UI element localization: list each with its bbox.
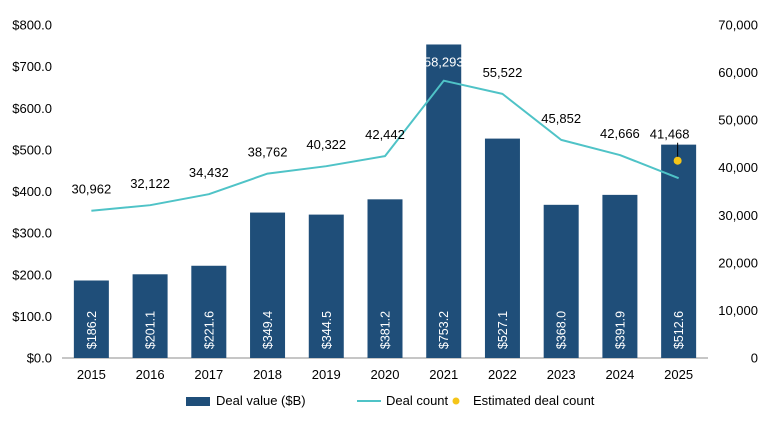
y-left-tick-label: $700.0 xyxy=(12,59,52,74)
legend-swatch-estimated-deal-count xyxy=(452,397,460,405)
x-tick-label: 2019 xyxy=(312,367,341,382)
y-right-tick-label: 10,000 xyxy=(718,303,758,318)
legend-label-deal-value: Deal value ($B) xyxy=(216,393,306,408)
y-left-tick-label: $300.0 xyxy=(12,226,52,241)
deal-count-label: 42,666 xyxy=(600,126,640,141)
x-tick-label: 2024 xyxy=(605,367,634,382)
y-right-tick-label: 20,000 xyxy=(718,255,758,270)
bar xyxy=(73,280,109,358)
y-left-tick-label: $500.0 xyxy=(12,142,52,157)
bar-value-label: $201.1 xyxy=(144,311,158,349)
deal-count-label: 41,468 xyxy=(650,127,690,142)
bar-value-label: $344.5 xyxy=(320,311,334,349)
deal-count-label: 58,293 xyxy=(424,55,464,70)
bar xyxy=(602,194,638,358)
bar-value-label: $186.2 xyxy=(85,311,99,349)
deal-count-label: 42,442 xyxy=(365,127,405,142)
estimated-deal-count-point xyxy=(673,156,682,165)
bar xyxy=(661,144,697,358)
legend-label-estimated-deal-count: Estimated deal count xyxy=(473,393,595,408)
deal-count-label: 30,962 xyxy=(71,182,111,197)
deal-count-label: 34,432 xyxy=(189,165,229,180)
bar-value-label: $381.2 xyxy=(379,311,393,349)
y-right-tick-label: 40,000 xyxy=(718,160,758,175)
x-tick-label: 2020 xyxy=(371,367,400,382)
bar xyxy=(308,214,344,358)
deal-count-label: 38,762 xyxy=(248,145,288,160)
y-right-tick-label: 30,000 xyxy=(718,208,758,223)
bar xyxy=(250,212,286,358)
deal-count-line xyxy=(91,79,680,212)
axes: $0.0 $100.0 $200.0 $300.0 $400.0 $500.0 $600.0… xyxy=(12,18,758,383)
deal-count-label: 40,322 xyxy=(306,137,346,152)
x-tick-label: 2022 xyxy=(488,367,517,382)
x-tick-label: 2023 xyxy=(547,367,576,382)
y-left-tick-label: $600.0 xyxy=(12,101,52,116)
y-left-tick-label: $0.0 xyxy=(27,351,52,366)
y-right-tick-label: 50,000 xyxy=(718,113,758,128)
bar xyxy=(132,274,168,358)
bar-value-label: $368.0 xyxy=(555,311,569,349)
bar xyxy=(367,199,403,358)
deal-count-series: 30,962 32,122 34,432 38,762 40,322 42,442 58,2… xyxy=(71,55,690,212)
deal-count-label: 45,852 xyxy=(541,111,581,126)
y-left-tick-label: $100.0 xyxy=(12,309,52,324)
y-left-tick-label: $800.0 xyxy=(12,18,52,33)
bar-value-label: $391.9 xyxy=(613,311,627,349)
bar-value-label: $221.6 xyxy=(202,311,216,349)
legend-label-deal-count: Deal count xyxy=(386,393,449,408)
x-tick-label: 2015 xyxy=(77,367,106,382)
x-tick-label: 2018 xyxy=(253,367,282,382)
bar-value-label: $527.1 xyxy=(496,311,510,349)
bar xyxy=(543,204,579,358)
y-left-tick-label: $200.0 xyxy=(12,267,52,282)
x-tick-label: 2021 xyxy=(429,367,458,382)
y-right-tick-label: 0 xyxy=(751,351,758,366)
y-right-tick-label: 60,000 xyxy=(718,65,758,80)
legend-swatch-deal-value xyxy=(186,397,210,406)
x-tick-label: 2016 xyxy=(136,367,165,382)
bar-value-label: $349.4 xyxy=(261,311,275,349)
y-right-tick-label: 70,000 xyxy=(718,18,758,33)
bar-value-label: $753.2 xyxy=(437,311,451,349)
deal-count-label: 55,522 xyxy=(483,65,523,80)
legend: Deal value ($B) Deal count Estimated dea… xyxy=(186,393,595,408)
bar xyxy=(484,138,520,358)
bar xyxy=(191,265,227,358)
x-tick-label: 2017 xyxy=(194,367,223,382)
y-left-tick-label: $400.0 xyxy=(12,184,52,199)
deal-count-label: 32,122 xyxy=(130,176,170,191)
bar-value-label: $512.6 xyxy=(672,311,686,349)
x-tick-label: 2025 xyxy=(664,367,693,382)
